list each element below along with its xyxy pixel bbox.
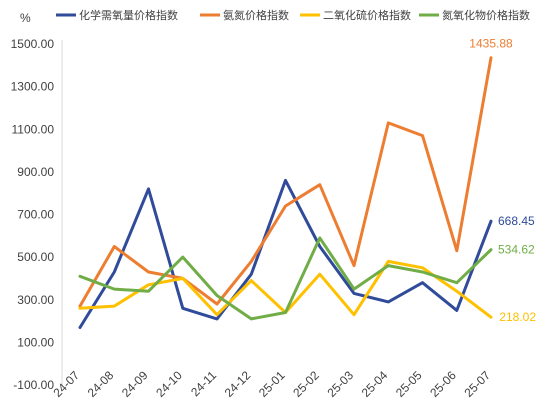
series-line — [78, 236, 493, 321]
y-axis-unit-label: % — [20, 11, 31, 25]
x-axis-ticks: 24-07 24-08 24-09 24-10 24-11 24-12 25-01 25-02… — [51, 368, 494, 400]
data-label: 668.45 — [498, 214, 535, 228]
y-tick-label: 300.00 — [17, 293, 54, 307]
y-tick-label: 1300.00 — [11, 80, 55, 94]
series-line — [78, 56, 493, 308]
legend-item: 氨氮价格指数 — [200, 8, 289, 22]
data-label: 1435.88 — [469, 37, 513, 51]
series-line — [78, 178, 493, 329]
y-tick-label: 500.00 — [17, 250, 54, 264]
end-labels: 668.45 1435.88 218.02 534.62 — [469, 37, 536, 325]
series-lines — [78, 56, 493, 329]
y-tick-label: 700.00 — [17, 208, 54, 222]
x-tick-label: 24-08 — [85, 368, 117, 400]
x-tick-label: 24-10 — [153, 368, 185, 400]
legend-label: 氮氧化物价格指数 — [442, 8, 530, 22]
y-axis-ticks: -100.00 100.00 300.00 500.00 700.00 900.00 110… — [11, 37, 55, 392]
y-tick-label: 900.00 — [17, 165, 54, 179]
x-tick-label: 25-07 — [462, 368, 494, 400]
x-tick-label: 25-01 — [256, 368, 288, 400]
x-tick-label: 25-03 — [325, 368, 357, 400]
x-tick-label: 24-09 — [119, 368, 151, 400]
y-tick-label: 100.00 — [17, 335, 54, 349]
x-tick-label: 24-11 — [188, 368, 219, 399]
legend-item: 化学需氧量价格指数 — [56, 8, 178, 22]
x-tick-label: 25-06 — [427, 368, 459, 400]
x-tick-label: 25-05 — [393, 368, 425, 400]
x-tick-label: 24-12 — [222, 368, 254, 400]
x-tick-label: 25-02 — [290, 368, 322, 400]
x-tick-label: 25-04 — [359, 368, 391, 400]
legend-label: 二氧化硫价格指数 — [323, 8, 411, 22]
y-tick-label: -100.00 — [13, 378, 54, 392]
legend-label: 化学需氧量价格指数 — [79, 8, 178, 22]
legend: 化学需氧量价格指数 氨氮价格指数 二氧化硫价格指数 氮氧化物价格指数 — [56, 8, 530, 22]
data-label: 218.02 — [499, 310, 536, 324]
data-label: 534.62 — [498, 243, 535, 257]
legend-item: 二氧化硫价格指数 — [300, 8, 411, 22]
y-tick-label: 1500.00 — [11, 37, 55, 51]
x-tick-label: 24-07 — [51, 368, 83, 400]
legend-label: 氨氮价格指数 — [223, 8, 289, 22]
legend-item: 氮氧化物价格指数 — [419, 8, 530, 22]
y-tick-label: 1100.00 — [12, 122, 55, 136]
